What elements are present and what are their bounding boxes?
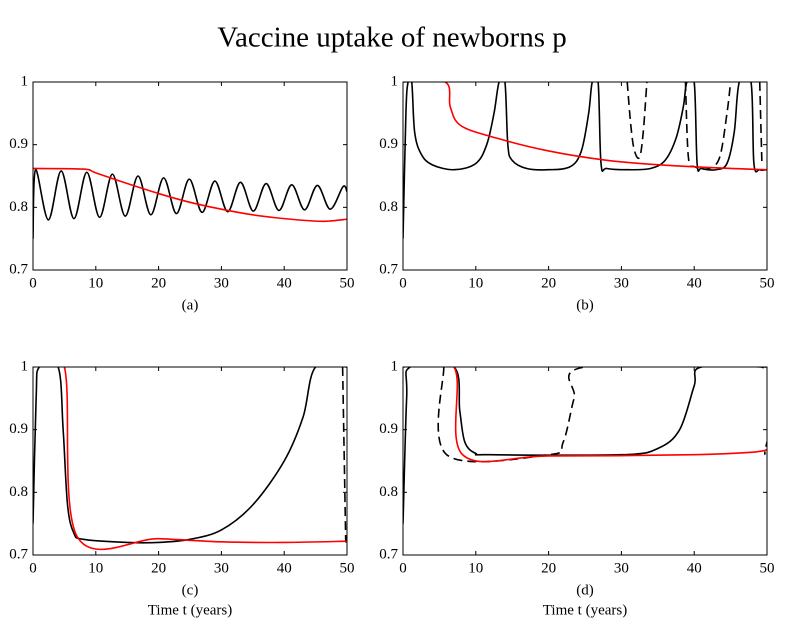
x-tick-label: 50	[340, 275, 355, 291]
x-tick-label: 50	[760, 275, 775, 291]
y-tick-label: 0.7	[9, 261, 28, 277]
x-tick-label: 20	[151, 275, 166, 291]
x-tick-label: 0	[29, 275, 37, 291]
panel: 0 10 20 30 40 50 0.7 0.8 0.9 1 (c) Time t (years)	[9, 358, 355, 618]
figure-title: Vaccine uptake of newborns p	[217, 22, 567, 54]
x-axis-label: Time t (years)	[543, 602, 627, 618]
x-tick-label: 20	[151, 560, 166, 576]
plot-area	[33, 82, 347, 270]
axes-box	[32, 366, 348, 556]
series-line	[33, 167, 347, 223]
y-tick-label: 0.8	[379, 199, 398, 215]
series-line	[403, 367, 767, 463]
y-tick-label: 1	[391, 73, 399, 89]
x-tick-label: 30	[614, 560, 629, 576]
y-tick-label: 0.9	[9, 136, 28, 152]
y-tick-label: 0.9	[379, 136, 398, 152]
y-tick-label: 0.9	[9, 421, 28, 437]
panel-label: (d)	[576, 582, 594, 598]
panel: 0 10 20 30 40 50 0.7 0.8 0.9 1 (a)	[9, 73, 354, 313]
x-tick-label: 10	[468, 275, 483, 291]
y-tick-label: 0.9	[379, 421, 398, 437]
y-tick-label: 1	[391, 358, 399, 374]
y-tick-label: 0.7	[9, 546, 28, 562]
x-tick-label: 20	[541, 560, 556, 576]
panel-label: (a)	[182, 297, 199, 313]
panel: 0 10 20 30 40 50 0.7 0.8 0.9 1 (b)	[379, 73, 774, 313]
x-tick-label: 50	[760, 560, 775, 576]
x-axis-label: Time t (years)	[148, 602, 232, 618]
plot-area	[403, 82, 767, 270]
series-line	[403, 82, 767, 239]
x-tick-label: 30	[614, 275, 629, 291]
x-tick-label: 0	[399, 275, 407, 291]
series-line	[33, 168, 347, 239]
series-line	[626, 82, 763, 170]
y-tick-label: 0.7	[379, 261, 398, 277]
axes-box	[402, 81, 768, 271]
panel-label: (c)	[182, 582, 199, 598]
y-tick-label: 0.8	[9, 484, 28, 500]
x-tick-label: 30	[214, 275, 229, 291]
y-tick-label: 0.8	[379, 484, 398, 500]
x-tick-label: 40	[277, 560, 292, 576]
x-tick-label: 30	[214, 560, 229, 576]
panel-label: (b)	[576, 297, 594, 313]
x-tick-label: 40	[687, 275, 702, 291]
x-tick-label: 0	[399, 560, 407, 576]
plot-area	[403, 367, 767, 555]
y-tick-label: 1	[21, 73, 29, 89]
x-tick-label: 0	[29, 560, 37, 576]
axes-box	[32, 81, 348, 271]
y-tick-label: 0.7	[379, 546, 398, 562]
x-tick-label: 50	[340, 560, 355, 576]
series-line	[403, 82, 767, 171]
series-line	[33, 367, 347, 544]
x-tick-label: 20	[541, 275, 556, 291]
series-line	[437, 367, 767, 463]
panel: 0 10 20 30 40 50 0.7 0.8 0.9 1 (d) Time t (years)	[379, 358, 775, 618]
x-tick-label: 40	[687, 560, 702, 576]
x-tick-label: 10	[88, 560, 103, 576]
x-tick-label: 40	[277, 275, 292, 291]
series-line	[341, 367, 347, 543]
plot-area	[33, 367, 347, 555]
x-tick-label: 10	[88, 275, 103, 291]
x-tick-label: 10	[468, 560, 483, 576]
y-tick-label: 1	[21, 358, 29, 374]
y-tick-label: 0.8	[9, 199, 28, 215]
axes-box	[402, 366, 768, 556]
